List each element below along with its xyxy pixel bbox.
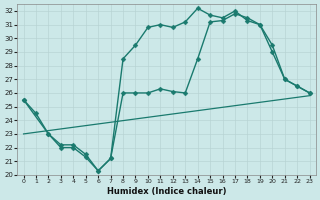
X-axis label: Humidex (Indice chaleur): Humidex (Indice chaleur) — [107, 187, 226, 196]
